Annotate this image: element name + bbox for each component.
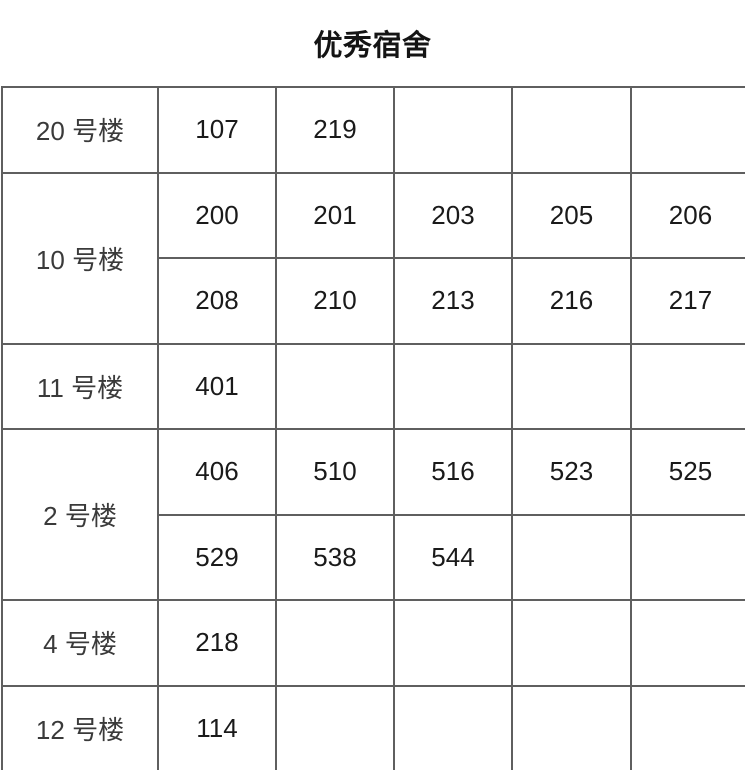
table-row: 4 号楼 218 bbox=[1, 599, 745, 687]
room-cell: 525 bbox=[630, 428, 745, 516]
empty-cell bbox=[511, 342, 632, 430]
room-cell: 529 bbox=[157, 513, 277, 601]
room-cell: 218 bbox=[157, 599, 277, 687]
empty-cell bbox=[511, 86, 632, 174]
building-cell: 12 号楼 bbox=[1, 684, 159, 770]
room-cell: 206 bbox=[630, 171, 745, 259]
building-cell: 2 号楼 bbox=[1, 428, 159, 601]
empty-cell bbox=[275, 342, 395, 430]
empty-cell bbox=[511, 599, 632, 687]
table-row: 208 210 213 216 217 bbox=[2, 257, 745, 345]
empty-cell bbox=[393, 599, 513, 687]
empty-cell bbox=[275, 684, 395, 770]
room-cell: 201 bbox=[275, 171, 395, 259]
table-row: 2 号楼 406 510 516 523 525 bbox=[1, 428, 745, 601]
table-row: 20 号楼 107 219 bbox=[1, 86, 745, 174]
room-cell: 510 bbox=[275, 428, 395, 516]
empty-cell bbox=[511, 513, 632, 601]
room-cell: 203 bbox=[393, 171, 513, 259]
building-cell: 20 号楼 bbox=[1, 86, 159, 174]
room-cell: 544 bbox=[393, 513, 513, 601]
table-row: 12 号楼 114 bbox=[1, 684, 745, 770]
empty-cell bbox=[511, 684, 632, 770]
room-cell: 216 bbox=[511, 257, 632, 345]
empty-cell bbox=[630, 86, 745, 174]
building-cell: 4 号楼 bbox=[1, 599, 159, 687]
empty-cell bbox=[630, 599, 745, 687]
room-cell: 516 bbox=[393, 428, 513, 516]
room-cell: 213 bbox=[393, 257, 513, 345]
room-cell: 217 bbox=[630, 257, 745, 345]
empty-cell bbox=[393, 684, 513, 770]
empty-cell bbox=[630, 684, 745, 770]
table-row: 529 538 544 bbox=[2, 513, 745, 601]
room-cell: 210 bbox=[275, 257, 395, 345]
room-cell: 208 bbox=[157, 257, 277, 345]
room-cell: 219 bbox=[275, 86, 395, 174]
dorm-table-body: 20 号楼 107 219 10 号楼 200 201 203 205 206 208 210 213… bbox=[1, 86, 745, 770]
room-cell: 538 bbox=[275, 513, 395, 601]
dorm-table: 20 号楼 107 219 10 号楼 200 201 203 205 206 208 210 213… bbox=[1, 86, 745, 770]
room-cell: 107 bbox=[157, 86, 277, 174]
page-title: 优秀宿舍 bbox=[313, 30, 432, 62]
table-row: 10 号楼 200 201 203 205 206 bbox=[1, 171, 745, 345]
building-cell: 10 号楼 bbox=[1, 171, 159, 345]
room-cell: 523 bbox=[511, 428, 632, 516]
table-row: 11 号楼 401 bbox=[1, 342, 745, 430]
room-cell: 114 bbox=[157, 684, 277, 770]
room-cell: 205 bbox=[511, 171, 632, 259]
room-cell: 406 bbox=[157, 428, 277, 516]
room-cell: 200 bbox=[157, 171, 277, 259]
empty-cell bbox=[393, 86, 513, 174]
empty-cell bbox=[630, 513, 745, 601]
empty-cell bbox=[630, 342, 745, 430]
empty-cell bbox=[275, 599, 395, 687]
building-cell: 11 号楼 bbox=[1, 342, 159, 430]
empty-cell bbox=[393, 342, 513, 430]
room-cell: 401 bbox=[157, 342, 277, 430]
